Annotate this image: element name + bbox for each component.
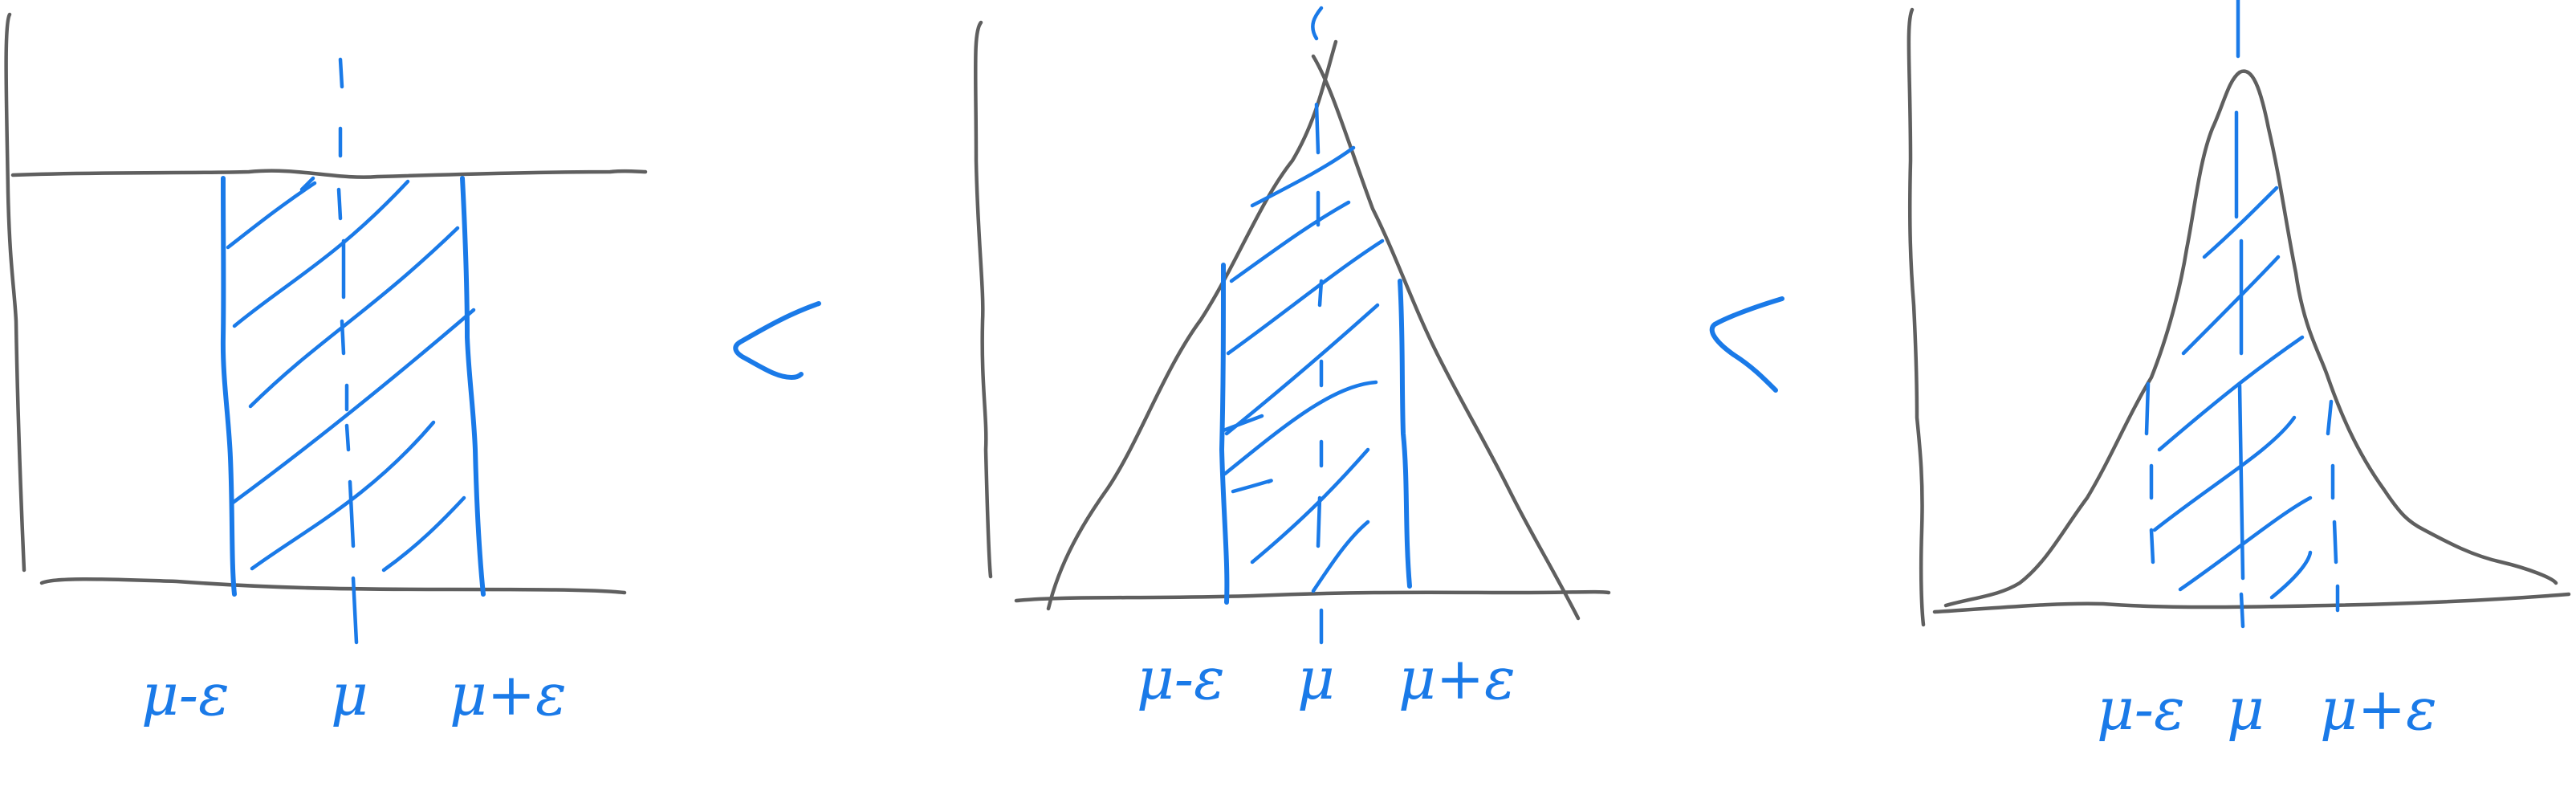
panel-1-density-curve [10, 169, 648, 179]
panel-3-mean-dash [2234, 0, 2245, 629]
less-than-sign-2 [1709, 296, 1784, 393]
panel-1-label-center: μ [331, 661, 368, 728]
panel-3-label-center: μ [2227, 675, 2265, 743]
panel-3-right-boundary-dash [2326, 399, 2340, 613]
panel-3-density-curve [1943, 69, 2558, 608]
panel-2-right-boundary [1398, 279, 1412, 589]
panel-3-x-axis [1932, 592, 2571, 614]
panel-1-x-axis [39, 577, 627, 595]
panel-3-left-boundary-dash [2144, 381, 2155, 565]
panel-1-left-boundary [220, 176, 237, 597]
panel-2-label-center: μ [1297, 645, 1335, 712]
panel-1-mean-dash [336, 57, 359, 645]
less-than-sign-1 [733, 301, 821, 380]
panel-2-x-axis [1014, 589, 1611, 603]
panel-1-right-boundary [460, 176, 486, 597]
panel-3-label-left: μ-ε [2097, 675, 2185, 743]
panel-1-label-right: μ+ε [450, 661, 567, 728]
panel-3-y-axis [1907, 7, 1926, 627]
panel-uniform [4, 12, 648, 645]
panel-2-y-axis [973, 20, 993, 579]
panel-3-label-right: μ+ε [2320, 675, 2437, 743]
panel-1-hatching [226, 176, 476, 573]
panel-2-density-curve [1046, 39, 1581, 621]
panel-2-hatching [1221, 145, 1385, 593]
panel-2-label-left: μ-ε [1137, 645, 1225, 712]
panel-1-label-left: μ-ε [141, 661, 230, 728]
panel-2-label-right: μ+ε [1398, 645, 1516, 712]
panel-1-y-axis [4, 12, 26, 573]
panel-triangular [973, 6, 1611, 645]
panel-2-mean-dash [1311, 6, 1324, 645]
panel-3-hatching [2152, 185, 2313, 600]
labels-layer: μ-ε μ μ+ε μ-ε μ μ+ε μ-ε μ μ+ε [141, 645, 2437, 743]
panel-peaked [1907, 0, 2571, 629]
panel-2-left-boundary [1219, 263, 1230, 605]
